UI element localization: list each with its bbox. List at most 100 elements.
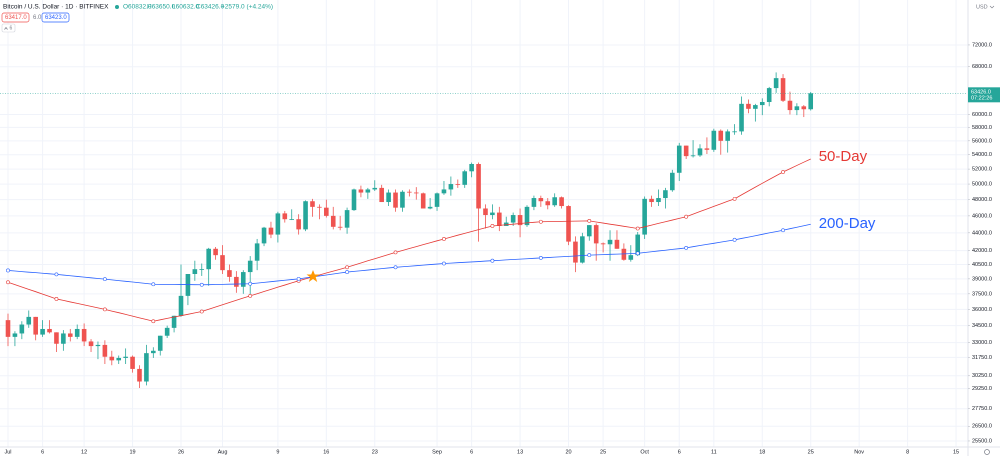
candle-body bbox=[503, 222, 509, 226]
candle-body bbox=[192, 269, 198, 274]
candle-body bbox=[213, 248, 218, 256]
x-tick-label: 12 bbox=[81, 449, 87, 455]
currency[interactable]: USD bbox=[976, 4, 988, 10]
candle-body bbox=[261, 227, 267, 244]
candle-body bbox=[240, 272, 246, 287]
candle-body bbox=[151, 350, 156, 354]
candle-body bbox=[462, 171, 468, 185]
candle-body bbox=[289, 219, 295, 221]
moving-average-marker bbox=[6, 268, 10, 273]
x-tick-label: 13 bbox=[517, 449, 523, 455]
x-tick-label: 15 bbox=[953, 449, 959, 455]
high: H63650.0 bbox=[147, 4, 176, 11]
candle-body bbox=[469, 163, 474, 172]
candle-body bbox=[497, 212, 502, 226]
grid bbox=[0, 0, 968, 447]
candle-body bbox=[531, 198, 537, 207]
moving-average-marker bbox=[199, 309, 204, 314]
candle-body bbox=[718, 130, 724, 141]
candle-body bbox=[227, 270, 232, 277]
y-tick-label: 34500.0 bbox=[972, 323, 992, 329]
y-tick-label: 26500.0 bbox=[972, 424, 992, 430]
candle-body bbox=[808, 93, 814, 110]
x-tick-label: 25 bbox=[600, 449, 606, 455]
candle-body bbox=[116, 357, 122, 361]
candle-body bbox=[157, 335, 163, 351]
moving-average-marker bbox=[442, 237, 446, 241]
candle-body bbox=[365, 189, 371, 193]
candle-body bbox=[725, 131, 730, 141]
candle-body bbox=[732, 131, 737, 133]
candle-body bbox=[109, 356, 115, 361]
moving-average-marker bbox=[538, 256, 543, 260]
candle-body bbox=[545, 201, 551, 206]
moving-average-marker bbox=[684, 245, 689, 250]
candle-body bbox=[490, 212, 495, 216]
candle-body bbox=[407, 191, 412, 193]
y-tick-label: 33000.0 bbox=[972, 340, 992, 346]
y-tick-label: 52000.0 bbox=[972, 167, 992, 173]
candle-body bbox=[81, 328, 87, 342]
candle-body bbox=[621, 248, 627, 260]
candle-body bbox=[74, 328, 80, 337]
candle-body bbox=[690, 155, 696, 157]
price-tag-countdown: 07:22:26 bbox=[971, 95, 992, 101]
candle-body bbox=[413, 192, 419, 194]
candle-body bbox=[178, 295, 184, 316]
close: C63426.0 bbox=[196, 4, 225, 11]
candle-body bbox=[801, 106, 807, 110]
indicator-box[interactable] bbox=[41, 12, 70, 23]
candle-body bbox=[559, 197, 564, 207]
candle-body bbox=[324, 207, 329, 216]
x-tick-label: Aug bbox=[218, 449, 228, 455]
candle-body bbox=[649, 198, 654, 203]
candle-body bbox=[670, 172, 675, 191]
candle-body bbox=[254, 243, 260, 261]
collapse-button[interactable] bbox=[1, 23, 16, 33]
candle-body bbox=[144, 353, 149, 382]
moving-average-marker bbox=[248, 293, 253, 298]
candle-body bbox=[54, 332, 59, 344]
moving-average-marker bbox=[587, 253, 592, 258]
candle-body bbox=[123, 356, 128, 358]
candle-body bbox=[538, 198, 544, 202]
candle-body bbox=[593, 225, 599, 244]
y-tick-label: 72000.0 bbox=[972, 42, 992, 48]
candle-body bbox=[420, 193, 426, 209]
candle-body bbox=[351, 189, 357, 211]
candle-body bbox=[310, 201, 315, 207]
moving-average-marker bbox=[102, 277, 107, 282]
candle-body bbox=[635, 234, 641, 256]
candle-body bbox=[372, 187, 378, 190]
candle-body bbox=[697, 148, 703, 156]
candle-body bbox=[317, 206, 322, 208]
moving-average-marker bbox=[587, 218, 592, 223]
x-tick-label: Nov bbox=[854, 449, 864, 455]
candle-body bbox=[268, 227, 274, 235]
x-tick-label: 19 bbox=[129, 449, 135, 455]
candle-body bbox=[102, 344, 108, 357]
candle-body bbox=[704, 148, 710, 150]
candle-body bbox=[296, 219, 301, 230]
candle-body bbox=[427, 206, 433, 209]
candle-body bbox=[517, 215, 523, 226]
y-tick-label: 50000.0 bbox=[972, 182, 992, 188]
y-tick-label: 40500.0 bbox=[972, 262, 992, 268]
collapse-count: 6 bbox=[10, 26, 13, 32]
moving-average-marker bbox=[345, 265, 349, 270]
y-tick-label: 58000.0 bbox=[972, 125, 992, 131]
y-tick-label: 39000.0 bbox=[972, 276, 992, 282]
candle-body bbox=[61, 333, 66, 344]
settings-icon[interactable] bbox=[984, 449, 990, 455]
indicator-value: 6.0 bbox=[33, 15, 42, 21]
candle-body bbox=[358, 189, 364, 193]
indicator-box[interactable] bbox=[1, 12, 30, 23]
candle-body bbox=[220, 255, 225, 271]
candle-body bbox=[26, 316, 32, 325]
y-tick-label: 56000.0 bbox=[972, 138, 992, 144]
moving-average-marker bbox=[54, 297, 59, 301]
candle-body bbox=[607, 239, 613, 245]
candle-body bbox=[739, 103, 744, 132]
candle-body bbox=[628, 255, 634, 260]
